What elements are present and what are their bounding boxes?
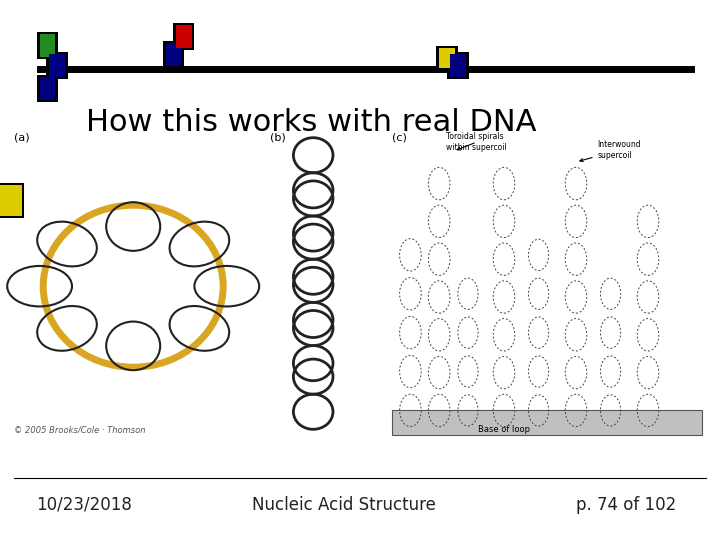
Bar [176, 25, 192, 48]
Bar [49, 54, 65, 77]
Bar [392, 410, 702, 435]
Bar [439, 48, 455, 68]
Bar [166, 43, 181, 66]
Text: p. 74 of 102: p. 74 of 102 [576, 496, 676, 514]
Text: How this works with real DNA: How this works with real DNA [86, 108, 537, 137]
Bar [37, 32, 58, 59]
Bar [173, 23, 194, 50]
Text: (b): (b) [270, 132, 286, 143]
Text: Nucleic Acid Structure: Nucleic Acid Structure [252, 496, 436, 514]
Text: 10/23/2018: 10/23/2018 [36, 496, 132, 514]
Bar [0, 185, 22, 216]
Bar [46, 52, 68, 79]
Bar [447, 52, 469, 79]
Bar [40, 34, 55, 57]
Bar [0, 183, 24, 218]
Bar [436, 46, 458, 70]
Text: (a): (a) [14, 132, 30, 143]
Text: Toroidal spirals
within supercoil: Toroidal spirals within supercoil [446, 132, 507, 152]
Bar [37, 75, 58, 102]
Text: © 2005 Brooks/Cole · Thomson: © 2005 Brooks/Cole · Thomson [14, 426, 146, 435]
Bar [450, 54, 466, 77]
Bar [40, 77, 55, 100]
Text: Interwound
supercoil: Interwound supercoil [580, 140, 642, 161]
Text: (c): (c) [392, 132, 408, 143]
Text: Base of loop: Base of loop [478, 424, 530, 434]
Bar [163, 41, 184, 68]
